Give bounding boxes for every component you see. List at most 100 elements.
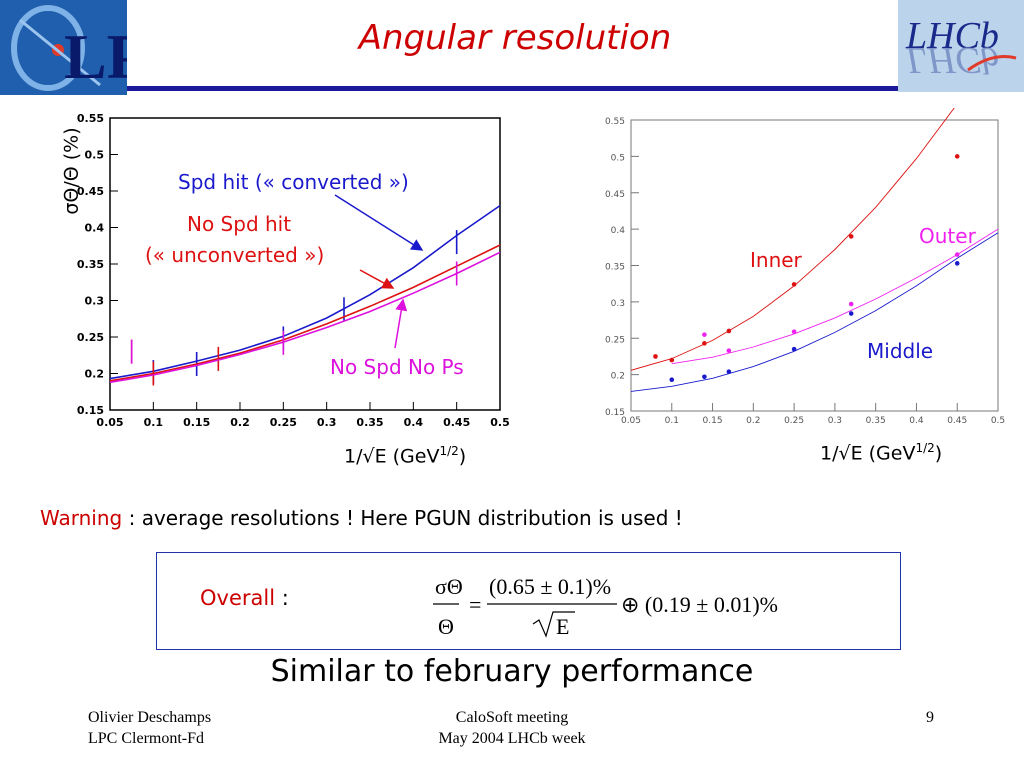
x-tick-label: 0.25 xyxy=(270,416,297,429)
lhcb-logo: LHCb LHCb xyxy=(898,0,1024,92)
summary-text: Similar to february performance xyxy=(270,654,754,689)
resolution-formula: σΘ Θ = (0.65 ± 0.1)% E ⊕ (0.19 ± 0.01)% xyxy=(433,574,778,639)
y-tick-label: 0.2 xyxy=(611,372,625,382)
left-xlabel-suffix: ) xyxy=(458,445,467,468)
formula-lhs-den: Θ xyxy=(438,614,454,639)
formula-rhs-den: E xyxy=(556,614,569,639)
overall-colon: : xyxy=(275,586,289,610)
y-tick-label: 0.25 xyxy=(77,331,104,344)
data-point xyxy=(848,311,854,316)
plot-frame xyxy=(630,119,999,412)
y-tick-label: 0.35 xyxy=(77,258,104,271)
lpc-logo-text: LPC xyxy=(64,21,127,92)
x-tick-label: 0.15 xyxy=(703,416,723,426)
annotation-no-spd-hit-1: No Spd hit xyxy=(187,212,292,236)
data-point xyxy=(669,357,675,363)
y-tick-label: 0.15 xyxy=(605,408,625,418)
annotation-outer: Outer xyxy=(919,224,976,248)
footer-meeting-name: CaloSoft meeting xyxy=(455,709,569,726)
data-point xyxy=(702,332,707,337)
y-tick-label: 0.3 xyxy=(611,299,625,309)
x-tick-label: 0.05 xyxy=(96,416,123,429)
footer-page-number: 9 xyxy=(926,709,934,726)
footer-author: Olivier Deschamps LPC Clermont-Fd xyxy=(88,707,211,749)
x-tick-label: 0.15 xyxy=(183,416,210,429)
right-xlabel-suffix: ) xyxy=(934,442,943,465)
y-tick-label: 0.45 xyxy=(605,190,625,200)
y-tick-label: 0.4 xyxy=(611,226,626,236)
footer-author-name: Olivier Deschamps xyxy=(88,709,212,726)
data-point xyxy=(954,261,960,266)
x-tick-label: 0.35 xyxy=(866,416,886,426)
series-line xyxy=(630,232,999,392)
data-point xyxy=(702,341,707,346)
overall-label-text: Overall xyxy=(200,586,276,610)
lpc-logo: LPC xyxy=(0,0,127,95)
y-tick-label: 0.3 xyxy=(85,295,105,308)
data-point xyxy=(726,369,732,375)
data-point xyxy=(702,374,707,380)
series-line xyxy=(109,251,501,384)
title-divider xyxy=(127,86,898,91)
x-tick-label: 0.25 xyxy=(784,416,804,426)
annotation-no-spd-hit-2: (« unconverted ») xyxy=(145,243,325,267)
x-tick-label: 0.3 xyxy=(317,416,337,429)
right-chart-xlabel: 1/√E (GeV1/2) xyxy=(820,441,942,464)
arrow-no-spd-no-ps xyxy=(394,298,408,349)
series-line xyxy=(671,228,999,365)
data-point xyxy=(954,154,960,159)
warning-label: Warning xyxy=(40,506,123,530)
slide-title: Angular resolution xyxy=(358,18,672,58)
y-tick-label: 0.5 xyxy=(611,153,625,163)
y-tick-label: 0.45 xyxy=(77,185,104,198)
warning-line: Warning : average resolutions ! Here PGU… xyxy=(40,506,683,530)
formula-sqrt-sign xyxy=(532,611,575,638)
y-tick-label: 0.15 xyxy=(77,404,104,417)
data-point xyxy=(848,301,854,307)
right-xlabel-prefix: 1/√E (GeV xyxy=(820,442,916,465)
x-tick-label: 0.1 xyxy=(144,416,164,429)
x-tick-label: 0.5 xyxy=(991,416,1005,426)
formula-rhs-tail: ⊕ (0.19 ± 0.01)% xyxy=(621,592,778,617)
right-chart: 0.05 0.1 0.15 0.2 0.25 0.3 0.35 0.4 0.45 0.5 0.15 0… xyxy=(605,108,1005,426)
arrow-spd-hit xyxy=(334,194,424,251)
annotation-spd-hit: Spd hit (« converted ») xyxy=(178,170,409,194)
warning-text: : average resolutions ! Here PGUN distri… xyxy=(122,506,683,530)
annotation-middle: Middle xyxy=(867,339,934,363)
left-xlabel-sup: 1/2 xyxy=(439,444,459,458)
y-tick-label: 0.4 xyxy=(85,222,105,235)
data-point xyxy=(791,282,797,287)
data-point xyxy=(726,348,732,353)
x-tick-label: 0.2 xyxy=(746,416,760,426)
y-tick-label: 0.35 xyxy=(605,263,625,273)
left-chart-xlabel: 1/√E (GeV1/2) xyxy=(344,444,466,467)
left-xlabel-prefix: 1/√E (GeV xyxy=(344,445,440,468)
formula-equals: = xyxy=(469,592,481,617)
data-point xyxy=(791,346,797,352)
annotation-no-spd-no-ps: No Spd No Ps xyxy=(330,355,464,379)
x-tick-label: 0.45 xyxy=(443,416,470,429)
y-tick-label: 0.25 xyxy=(605,335,625,345)
x-tick-label: 0.2 xyxy=(230,416,250,429)
formula-box xyxy=(156,552,901,650)
y-tick-label: 0.2 xyxy=(85,368,105,381)
left-chart: 0.05 0.1 0.15 0.2 0.25 0.3 0.35 0.4 0.45 0.5 0.15 0… xyxy=(77,112,510,429)
y-tick-label: 0.55 xyxy=(77,112,104,125)
x-tick-label: 0.1 xyxy=(665,416,679,426)
footer-meeting: CaloSoft meeting May 2004 LHCb week xyxy=(400,707,624,749)
annotation-inner: Inner xyxy=(750,248,802,272)
y-tick-label: 0.5 xyxy=(85,149,105,162)
formula-lhs-num: σΘ xyxy=(435,574,463,599)
series-line xyxy=(109,244,501,382)
data-point xyxy=(954,252,960,257)
formula-rhs-num: (0.65 ± 0.1)% xyxy=(489,574,611,599)
x-tick-label: 0.3 xyxy=(828,416,842,426)
footer-author-lab: LPC Clermont-Fd xyxy=(88,730,205,747)
data-point xyxy=(791,329,797,335)
data-point xyxy=(848,234,854,239)
footer-meeting-date: May 2004 LHCb week xyxy=(438,730,586,747)
overall-label: Overall : xyxy=(200,586,289,610)
x-tick-label: 0.5 xyxy=(490,416,510,429)
data-point xyxy=(669,377,675,383)
x-tick-label: 0.4 xyxy=(909,416,924,426)
